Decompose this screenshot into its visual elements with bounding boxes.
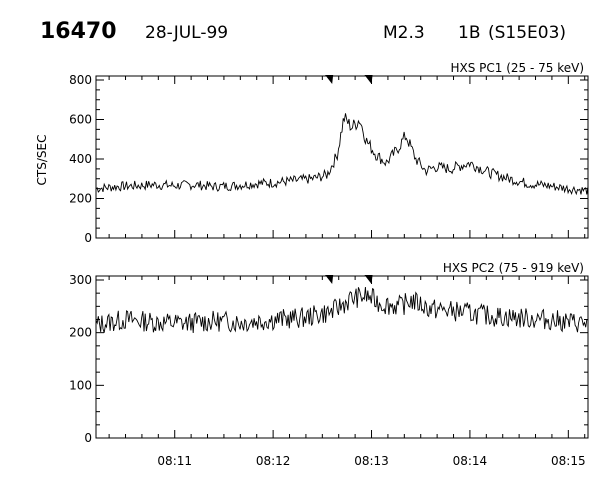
panel-pc1-title: HXS PC1 (25 - 75 keV) (450, 61, 584, 75)
x-tick-label: 08:15 (551, 454, 586, 468)
y-tick-label: 600 (69, 113, 92, 127)
x-tick-label: 08:12 (256, 454, 291, 468)
panel-pc2: HXS PC2 (75 - 919 keV) 0 100 200 300 08:11 08… (69, 261, 589, 468)
y-tick-label: 300 (69, 273, 92, 287)
x-tick-label: 08:14 (453, 454, 488, 468)
time-marker (325, 275, 334, 284)
y-tick-label: 800 (69, 73, 92, 87)
event-date: 28-JUL-99 (145, 23, 228, 43)
series-line (95, 113, 589, 196)
y-tick-label: 100 (69, 378, 92, 392)
panel-pc2-frame (95, 275, 589, 439)
time-marker (325, 75, 334, 84)
panel-pc1: HXS PC1 (25 - 75 keV) CTS/SEC 0 200 400 600… (35, 61, 589, 245)
event-id: 16470 (40, 19, 117, 44)
series-line (95, 286, 589, 334)
time-marker (364, 275, 373, 284)
time-marker (364, 75, 373, 84)
y-tick-label: 200 (69, 192, 92, 206)
panel-pc1-frame (95, 75, 589, 239)
y-tick-label: 0 (84, 231, 92, 245)
y-tick-label: 400 (69, 152, 92, 166)
flare-location: (S15E03) (488, 23, 566, 43)
y-tick-label: 0 (84, 431, 92, 445)
panel-pc2-title: HXS PC2 (75 - 919 keV) (443, 261, 584, 275)
x-tick-label: 08:11 (157, 454, 192, 468)
y-axis-label: CTS/SEC (35, 135, 49, 186)
flare-class: M2.3 (383, 23, 425, 43)
x-tick-label: 08:13 (354, 454, 389, 468)
optical-class: 1B (458, 23, 480, 43)
y-tick-label: 200 (69, 326, 92, 340)
